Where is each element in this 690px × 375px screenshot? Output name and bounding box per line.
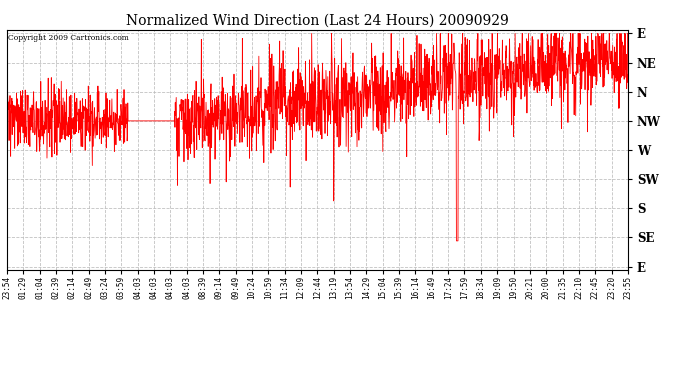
Title: Normalized Wind Direction (Last 24 Hours) 20090929: Normalized Wind Direction (Last 24 Hours… bbox=[126, 13, 509, 27]
Text: Copyright 2009 Cartronics.com: Copyright 2009 Cartronics.com bbox=[8, 34, 128, 42]
